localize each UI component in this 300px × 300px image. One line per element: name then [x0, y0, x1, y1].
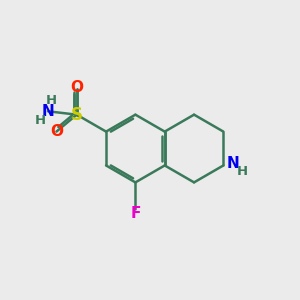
Text: N: N — [42, 104, 54, 119]
Text: N: N — [227, 157, 240, 172]
Text: H: H — [237, 165, 248, 178]
Text: H: H — [35, 114, 46, 127]
Text: F: F — [130, 206, 141, 220]
Text: S: S — [71, 106, 83, 124]
Text: O: O — [70, 80, 83, 95]
Text: H: H — [45, 94, 56, 106]
Text: O: O — [50, 124, 63, 139]
